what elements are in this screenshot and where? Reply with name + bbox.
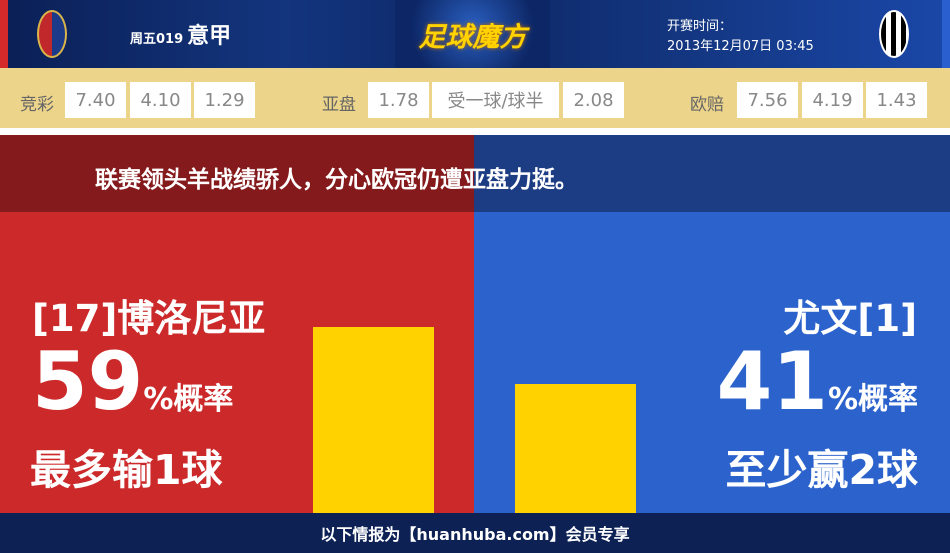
kickoff-time: 开赛时间： 2013年12月07日 03:45 <box>667 17 814 57</box>
euro-loss: 1.43 <box>866 82 927 118</box>
away-result: 至少赢2球 <box>725 446 918 494</box>
jingcai-loss: 1.29 <box>194 82 255 118</box>
away-percent-suffix: %概率 <box>827 382 918 417</box>
headline-band-away <box>474 135 950 212</box>
home-result: 最多输1球 <box>30 446 223 494</box>
away-probability-bar <box>515 383 636 513</box>
jingcai-win: 7.40 <box>65 82 126 118</box>
bologna-logo <box>37 10 67 58</box>
away-color-strip <box>942 0 950 68</box>
home-probability-bar <box>313 327 434 513</box>
brand-logo: 足球魔方 <box>395 0 550 68</box>
home-percent-value: 59 <box>32 335 144 428</box>
away-percent: 41%概率 <box>717 335 918 428</box>
home-team-name: [17]博洛尼亚 <box>32 297 266 340</box>
jingcai-label: 竞彩 <box>20 95 54 115</box>
asian-home: 1.78 <box>368 82 429 118</box>
home-percent-suffix: %概率 <box>143 382 234 417</box>
divider <box>0 128 950 135</box>
kickoff-value: 2013年12月07日 03:45 <box>667 39 814 54</box>
headline-band-home <box>0 135 474 212</box>
asian-handicap: 受一球/球半 <box>432 82 559 118</box>
jingcai-draw: 4.10 <box>130 82 191 118</box>
euro-label: 欧赔 <box>690 95 724 115</box>
league-name: 意甲 <box>187 24 232 49</box>
match-number: 周五019 <box>130 32 184 47</box>
juventus-logo <box>879 10 909 58</box>
kickoff-label: 开赛时间： <box>667 19 733 34</box>
match-info: 周五019 意甲 <box>130 18 231 50</box>
asian-label: 亚盘 <box>322 95 356 115</box>
odds-bar: 竞彩 7.40 4.10 1.29 亚盘 1.78 受一球/球半 2.08 欧赔… <box>0 68 950 128</box>
euro-draw: 4.19 <box>802 82 863 118</box>
euro-win: 7.56 <box>737 82 798 118</box>
asian-away: 2.08 <box>563 82 624 118</box>
away-team-name: 尤文[1] <box>783 297 917 340</box>
home-percent: 59%概率 <box>32 335 233 428</box>
home-color-strip <box>0 0 8 68</box>
member-notice[interactable]: 以下情报为【huanhuba.com】会员专享 <box>0 513 950 553</box>
headline: 联赛领头羊战绩骄人，分心欧冠仍遭亚盘力挺。 <box>95 167 578 193</box>
away-percent-value: 41 <box>716 335 828 428</box>
